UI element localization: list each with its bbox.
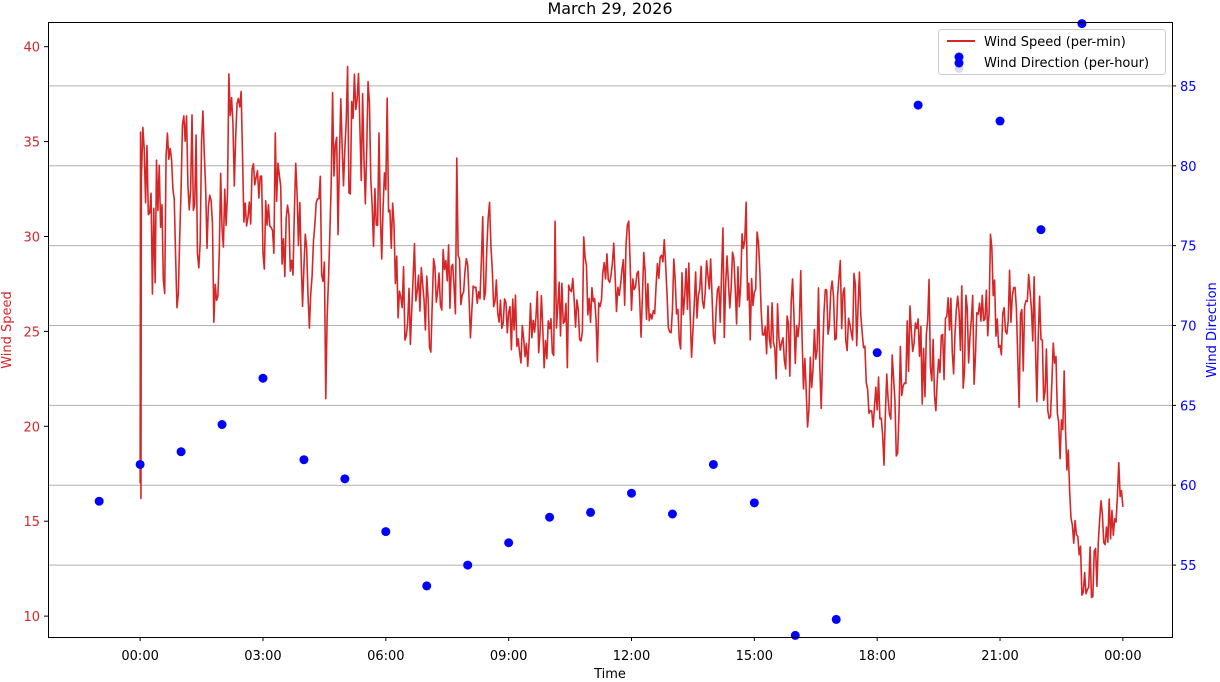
- wind-direction-point: [504, 538, 514, 548]
- left-y-tick-label: 30: [23, 230, 40, 245]
- right-y-tick-label: 80: [1180, 160, 1197, 175]
- x-axis: 00:00 03:00 06:00 09:00 12:00 15:00 18:00 21:00…: [121, 637, 1142, 664]
- x-tick-label: 03:00: [244, 649, 281, 664]
- left-y-tick-label: 15: [23, 515, 40, 530]
- wind-direction-point: [1077, 19, 1087, 29]
- x-tick-label: 09:00: [490, 649, 527, 664]
- wind-direction-point: [94, 496, 104, 506]
- legend-swatch-direction-b: [954, 58, 964, 68]
- legend-box: [938, 29, 1166, 75]
- wind-direction-point: [667, 509, 677, 519]
- left-y-tick-label: 40: [23, 41, 40, 56]
- x-tick-label: 15:00: [736, 649, 773, 664]
- wind-direction-point: [381, 527, 391, 537]
- legend: Wind Speed (per-min) Wind Direction (per…: [938, 29, 1166, 75]
- wind-direction-point: [1036, 225, 1046, 235]
- left-y-tick-label: 25: [23, 325, 40, 340]
- x-tick-label: 21:00: [981, 649, 1018, 664]
- right-y-axis: 55 60 65 70 75 80 85: [1172, 80, 1197, 574]
- wind-direction-point: [872, 348, 882, 358]
- left-y-tick-label: 35: [23, 136, 40, 151]
- right-y-tick-label: 55: [1180, 559, 1197, 574]
- right-y-tick-label: 75: [1180, 240, 1197, 255]
- x-axis-label: Time: [593, 667, 626, 682]
- right-y-tick-label: 65: [1180, 399, 1197, 414]
- wind-direction-point: [545, 512, 555, 522]
- wind-direction-point: [913, 100, 923, 110]
- wind-direction-point: [463, 560, 473, 570]
- legend-label-speed: Wind Speed (per-min): [984, 35, 1126, 50]
- plot-data: [94, 19, 1124, 640]
- left-axis-label: Wind Speed: [0, 291, 15, 369]
- wind-speed-line: [139, 65, 1124, 599]
- right-axis-label: Wind Direction: [1205, 282, 1220, 378]
- wind-direction-point: [299, 455, 309, 465]
- wind-direction-point: [258, 373, 268, 383]
- x-tick-label: 00:00: [121, 649, 158, 664]
- x-tick-label: 00:00: [1104, 649, 1141, 664]
- wind-direction-point: [586, 507, 596, 517]
- left-y-axis: 10 15 20 25 30 35 40: [23, 41, 48, 625]
- wind-direction-point: [176, 447, 186, 457]
- left-y-tick-label: 20: [23, 420, 40, 435]
- wind-direction-point: [422, 581, 432, 591]
- plot-frame: [48, 22, 1173, 638]
- wind-direction-point: [790, 630, 800, 640]
- right-y-tick-label: 85: [1180, 80, 1197, 95]
- x-tick-label: 18:00: [858, 649, 895, 664]
- wind-direction-point: [995, 116, 1005, 126]
- right-y-tick-label: 70: [1180, 320, 1197, 335]
- wind-direction-point: [749, 498, 759, 508]
- x-tick-label: 06:00: [367, 649, 404, 664]
- x-tick-label: 12:00: [613, 649, 650, 664]
- wind-direction-point: [135, 459, 145, 469]
- chart-title: March 29, 2026: [547, 0, 672, 18]
- wind-direction-point: [217, 420, 227, 430]
- legend-label-direction: Wind Direction (per-hour): [984, 56, 1149, 71]
- wind-direction-point: [340, 474, 350, 484]
- wind-direction-point: [831, 614, 841, 624]
- grid-lines: [48, 85, 1172, 566]
- right-y-tick-label: 60: [1180, 479, 1197, 494]
- left-y-tick-label: 10: [23, 610, 40, 625]
- wind-direction-point: [626, 488, 636, 498]
- wind-direction-point: [708, 459, 718, 469]
